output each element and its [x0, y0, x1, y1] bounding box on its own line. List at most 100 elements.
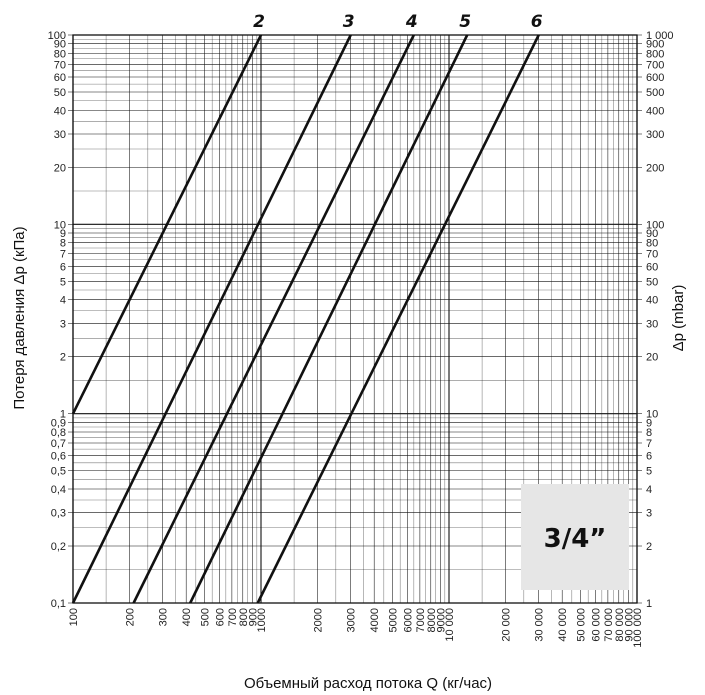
y2-tick-label: 90	[646, 228, 658, 240]
x-tick-label: 7000	[415, 608, 427, 632]
x-tick-label: 8000	[426, 608, 438, 632]
y2-tick-label: 7	[646, 438, 652, 450]
y-tick-label: 7	[60, 249, 66, 261]
y2-tick-label: 2	[646, 541, 652, 553]
series-labels: 2 3 4 5 6	[253, 12, 543, 32]
y-tick-label: 0,8	[51, 427, 66, 439]
series-line-3	[71, 34, 352, 604]
y-tick-label: 4	[60, 295, 66, 307]
x-tick-label: 500	[199, 608, 211, 626]
x-axis-title: Объемный расход потока Q (кг/час)	[244, 675, 492, 692]
series-label-4: 4	[405, 12, 418, 32]
y2-tick-label: 100	[646, 219, 664, 231]
y2-axis-title: Δp (mbar)	[670, 285, 687, 352]
y2-tick-label: 70	[646, 249, 658, 261]
x-tick-label: 10 000	[444, 608, 456, 642]
x-tick-label: 800	[238, 608, 250, 626]
x-tick-label: 200	[125, 608, 137, 626]
y-tick-label: 60	[54, 72, 66, 84]
y-tick-label: 6	[60, 261, 66, 273]
y-tick-label: 0,7	[51, 438, 66, 450]
y-tick-label: 0,4	[51, 484, 66, 496]
y2-tick-label: 600	[646, 72, 664, 84]
x-tick-label: 900	[247, 608, 259, 626]
size-badge-label: 3/4”	[544, 524, 607, 554]
y2-tick-label: 700	[646, 59, 664, 71]
x-tick-label: 60 000	[590, 608, 602, 642]
series-line-5	[189, 34, 469, 604]
y2-tick-label: 300	[646, 129, 664, 141]
x-tick-label: 1000	[256, 608, 268, 632]
y-tick-label: 100	[48, 30, 66, 42]
y-tick-label: 5	[60, 276, 66, 288]
y2-tick-label: 50	[646, 276, 658, 288]
series-label-3: 3	[343, 12, 355, 32]
y-axis-title: Потеря давления Δp (кПа)	[11, 226, 28, 409]
x-tick-label: 40 000	[557, 608, 569, 642]
y-tick-label: 20	[54, 162, 66, 174]
x-tick-label: 30 000	[534, 608, 546, 642]
y2-tick-label: 60	[646, 261, 658, 273]
x-tick-label: 50 000	[575, 608, 587, 642]
y-tick-label: 0,6	[51, 451, 66, 463]
x-tick-label: 9000	[435, 608, 447, 632]
y2-tick-label: 6	[646, 451, 652, 463]
y2-tick-label: 900	[646, 39, 664, 51]
y2-tick-label: 20	[646, 352, 658, 364]
y2-tick-label: 10	[646, 409, 658, 421]
x-tick-label: 400	[181, 608, 193, 626]
y-tick-label: 90	[54, 39, 66, 51]
x-tick-label: 90 000	[623, 608, 635, 642]
y2-tick-label: 500	[646, 87, 664, 99]
series-line-4	[132, 34, 415, 604]
y-tick-label: 0,2	[51, 541, 66, 553]
plot-frame	[72, 34, 638, 604]
x-tick-label: 3000	[346, 608, 358, 632]
x-tick-label: 100	[68, 608, 80, 626]
y2-tick-label: 9	[646, 417, 652, 429]
x-tick-label: 700	[227, 608, 239, 626]
x-tick-label: 5000	[387, 608, 399, 632]
y-tick-label: 80	[54, 48, 66, 60]
y-tick-label: 0,9	[51, 417, 66, 429]
y-tick-label: 1	[60, 409, 66, 421]
series-line-2	[71, 34, 263, 415]
y2-tick-label: 1	[646, 598, 652, 610]
y2-tick-label: 40	[646, 295, 658, 307]
y-tick-label: 0,3	[51, 508, 66, 520]
y-tick-label: 10	[54, 219, 66, 231]
series-label-2: 2	[253, 12, 265, 32]
x-tick-label: 600	[214, 608, 226, 626]
y-tick-label: 3	[60, 318, 66, 330]
series-curves	[71, 34, 540, 604]
x-tick-label: 2000	[313, 608, 325, 632]
y-tick-label: 0,5	[51, 466, 66, 478]
series-line-6	[256, 34, 540, 604]
y2-tick-label: 1 000	[646, 30, 674, 42]
y2-tick-label: 80	[646, 238, 658, 250]
y-tick-label: 2	[60, 352, 66, 364]
y-tick-label: 50	[54, 87, 66, 99]
series-label-5: 5	[459, 12, 471, 32]
x-tick-label: 4000	[369, 608, 381, 632]
y2-tick-label: 5	[646, 466, 652, 478]
x-tick-label: 300	[158, 608, 170, 626]
x-tick-label: 100 000	[632, 608, 644, 648]
y2-tick-label: 3	[646, 508, 652, 520]
y2-tick-label: 8	[646, 427, 652, 439]
size-badge	[521, 484, 629, 590]
x-tick-label: 6000	[402, 608, 414, 632]
y-tick-label: 9	[60, 228, 66, 240]
y2-tick-label: 800	[646, 48, 664, 60]
series-label-6: 6	[531, 12, 543, 32]
y2-tick-label: 4	[646, 484, 652, 496]
y2-tick-label: 400	[646, 105, 664, 117]
y-tick-label: 70	[54, 59, 66, 71]
y-tick-label: 40	[54, 105, 66, 117]
y-tick-label: 0,1	[51, 598, 66, 610]
x-tick-label: 20 000	[501, 608, 513, 642]
